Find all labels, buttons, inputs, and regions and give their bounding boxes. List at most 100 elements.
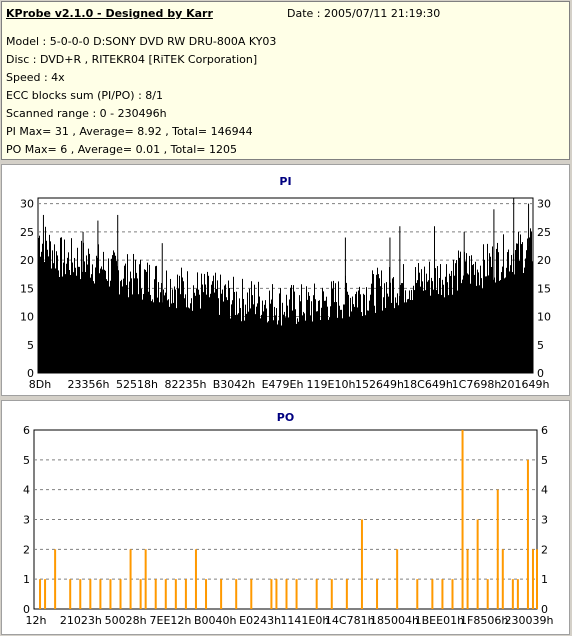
pi-bar <box>199 294 200 373</box>
pi-spike-bar <box>493 209 495 373</box>
y-tick-left: 0 <box>27 367 34 380</box>
pi-bar <box>198 289 199 373</box>
pi-bar <box>462 279 463 373</box>
pi-bar <box>472 265 473 373</box>
pi-bar <box>264 304 265 373</box>
pi-bar <box>126 285 127 373</box>
pi-bar <box>469 255 470 373</box>
pi-bar <box>268 321 269 373</box>
po-bar <box>109 579 112 609</box>
pi-bar <box>82 271 83 373</box>
pi-bar <box>376 274 377 373</box>
pi-bar <box>424 266 425 373</box>
x-tick-label: 1C7698h <box>452 378 502 391</box>
pi-bar <box>103 251 104 373</box>
pi-bar <box>393 277 394 373</box>
pi-bar <box>363 293 364 373</box>
pi-bar <box>497 242 498 373</box>
pi-bar <box>148 291 149 373</box>
pi-bar <box>300 301 301 373</box>
pi-bar <box>491 267 492 373</box>
pi-bar <box>219 314 220 373</box>
pi-bar <box>336 302 337 373</box>
pi-bar <box>531 231 532 373</box>
pi-bar <box>309 295 310 373</box>
pi-bar <box>201 273 202 373</box>
pi-bar <box>313 295 314 373</box>
pi-bar <box>524 267 525 373</box>
pi-bar <box>529 237 530 373</box>
pi-bar <box>508 249 509 373</box>
pi-bar <box>402 283 403 373</box>
pi-bar <box>222 289 223 373</box>
pi-bar <box>41 251 42 373</box>
po-bar <box>360 519 363 609</box>
pi-bar <box>503 234 504 373</box>
po-bar <box>496 489 499 609</box>
pi-bar <box>432 281 433 373</box>
pi-bar <box>278 320 279 373</box>
chart-title: PO <box>277 411 294 424</box>
pi-bar <box>321 307 322 373</box>
po-bar <box>119 579 122 609</box>
pi-bar <box>418 263 419 373</box>
pi-bar <box>371 283 372 373</box>
pi-bar <box>342 318 343 373</box>
po-bar <box>164 579 167 609</box>
pi-bar <box>428 280 429 373</box>
pi-bar <box>246 313 247 373</box>
pi-bar <box>341 309 342 373</box>
pi-bar <box>323 291 324 373</box>
pi-bar <box>93 281 94 373</box>
pi-bar <box>131 278 132 373</box>
pi-bar <box>351 311 352 373</box>
pi-bar <box>153 302 154 373</box>
pi-bar <box>387 293 388 373</box>
y-tick-right: 1 <box>541 573 548 586</box>
pi-bar <box>74 257 75 373</box>
pi-bar <box>423 290 424 373</box>
pi-bar <box>390 282 391 373</box>
pi-bar <box>38 237 39 373</box>
pi-bar <box>72 262 73 373</box>
pi-bar <box>319 300 320 373</box>
pi-bar <box>296 323 297 373</box>
pi-bar <box>519 260 520 373</box>
pi-bar <box>107 280 108 373</box>
pi-bar <box>89 253 90 373</box>
pi-bar <box>490 256 491 373</box>
po-bar <box>516 579 519 609</box>
pi-bar <box>412 300 413 373</box>
pi-bar <box>515 250 516 373</box>
pi-bar <box>447 282 448 373</box>
pi-bar <box>167 300 168 373</box>
bar-series <box>39 430 538 609</box>
pi-bar <box>382 310 383 373</box>
pi-bar <box>205 284 206 373</box>
x-tick-label: 1141E0h <box>280 614 329 627</box>
pi-bar <box>266 308 267 373</box>
pi-bar <box>480 265 481 373</box>
pi-bar <box>456 260 457 373</box>
y-tick-left: 5 <box>27 339 34 352</box>
pi-bar <box>265 300 266 373</box>
pi-bar <box>267 322 268 373</box>
po-bar <box>531 549 534 609</box>
pi-bar <box>380 286 381 373</box>
pi-bar <box>280 288 281 373</box>
po-bar <box>451 579 454 609</box>
pi-bar <box>291 285 292 373</box>
po-bar <box>295 579 298 609</box>
pi-spike-bar <box>117 214 119 373</box>
pi-bar <box>403 264 404 373</box>
pi-bar <box>442 279 443 373</box>
pi-bar <box>154 279 155 373</box>
pi-bar <box>187 271 188 373</box>
x-tick-label: E0243h <box>239 614 281 627</box>
pi-bar <box>383 297 384 373</box>
pi-bar <box>180 294 181 373</box>
pi-bar <box>476 285 477 373</box>
pi-bar <box>42 243 43 373</box>
pi-bar <box>57 255 58 373</box>
pi-bar <box>357 307 358 373</box>
